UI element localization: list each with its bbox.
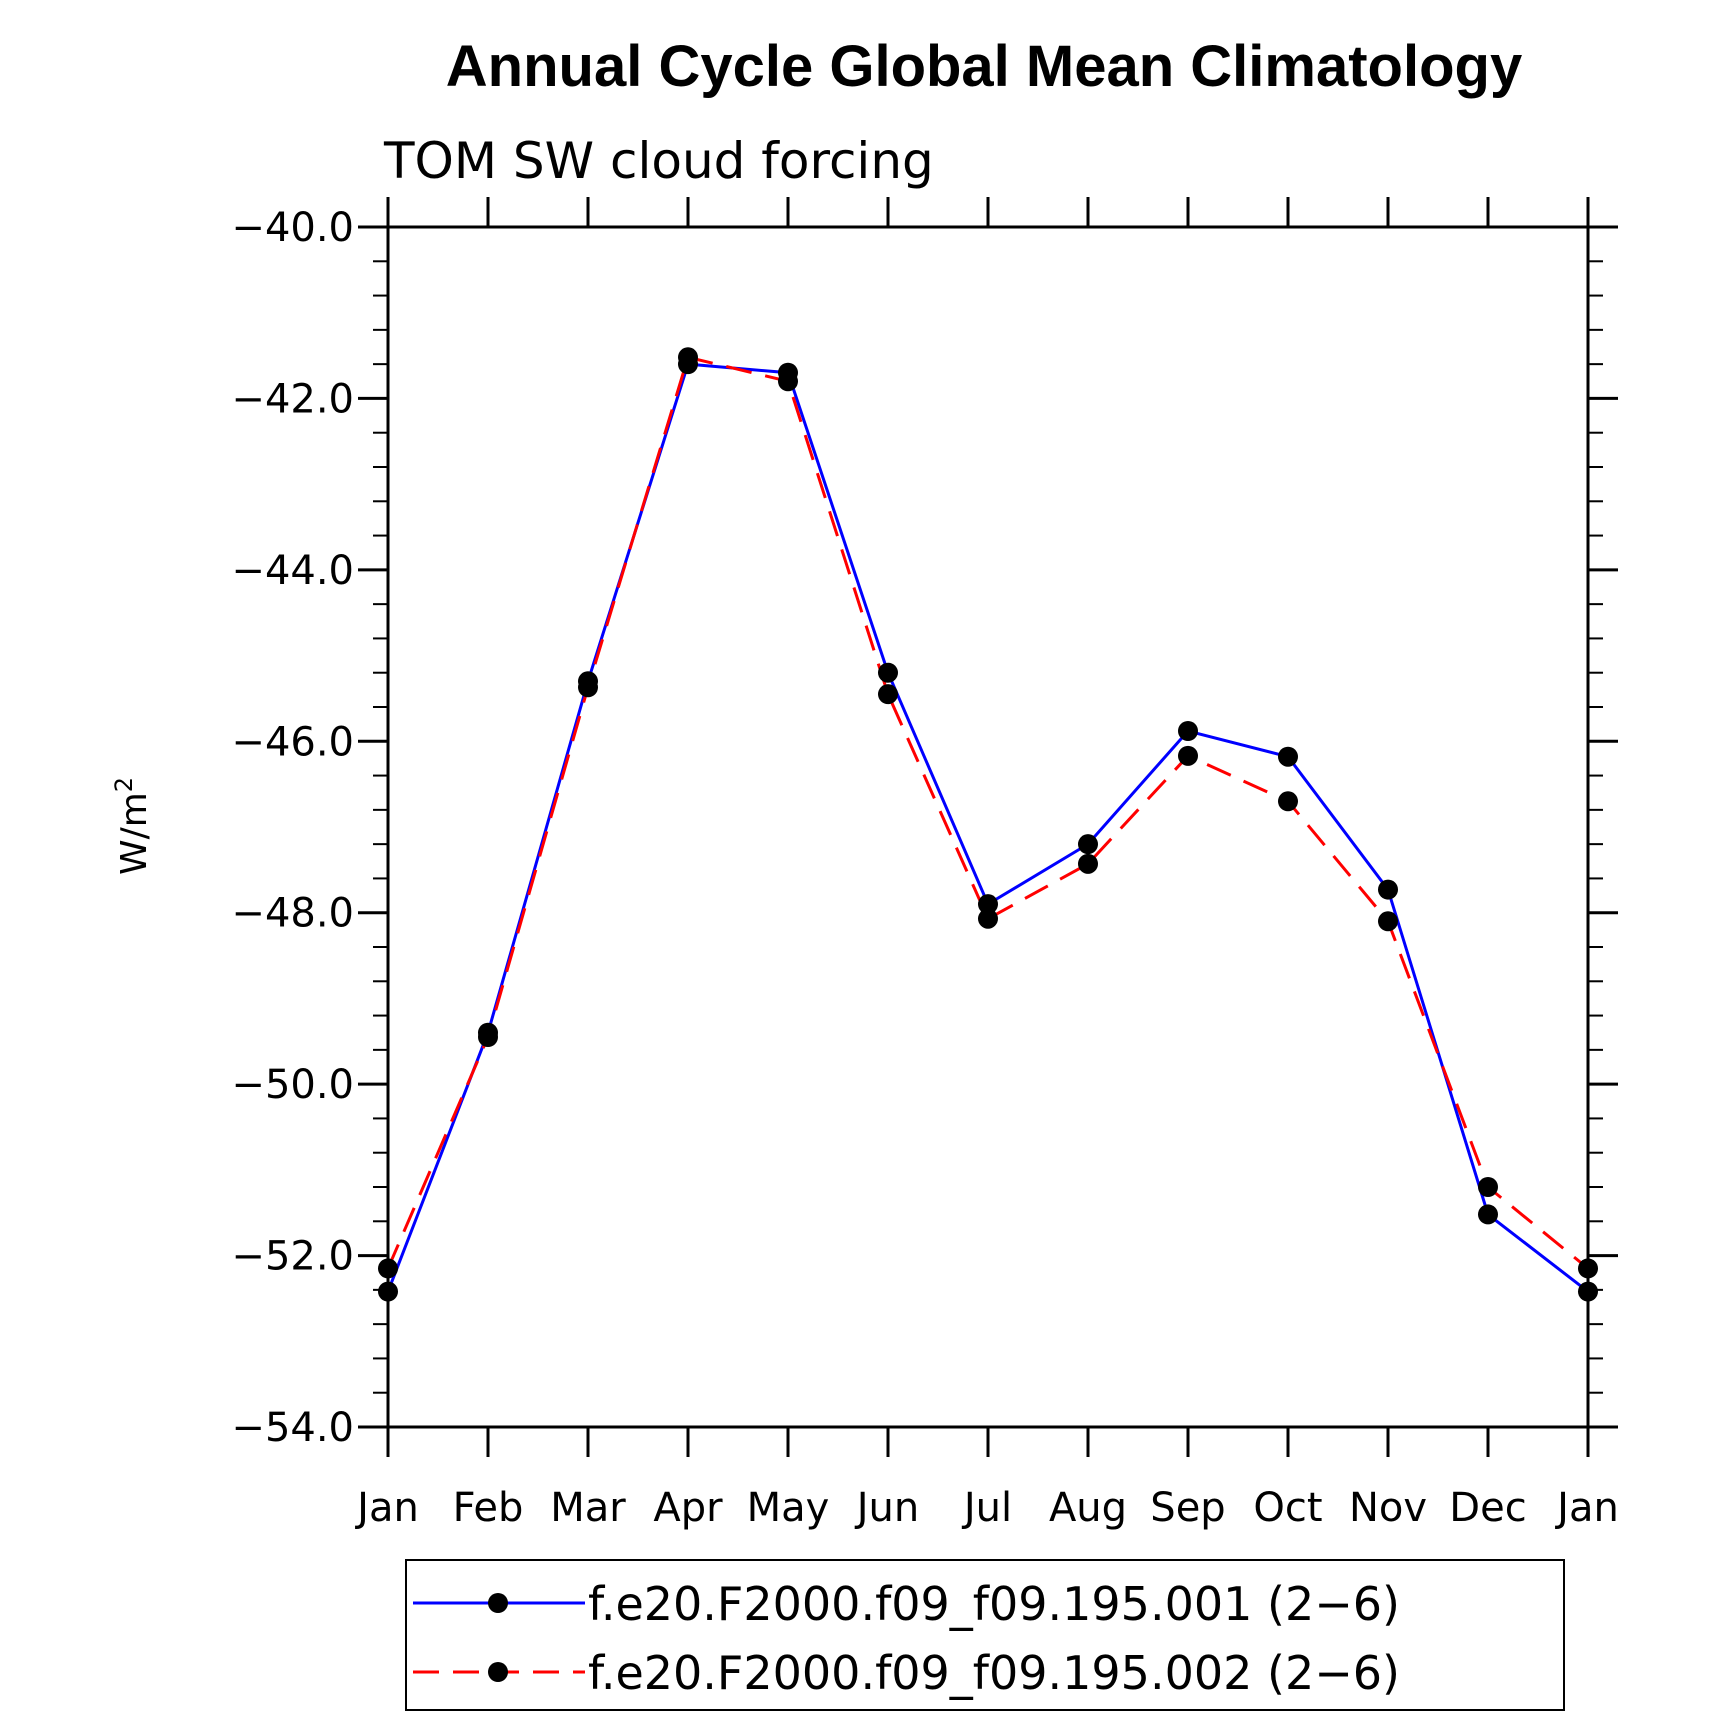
x-tick-label: Jul <box>961 1485 1012 1531</box>
x-tick-label: Nov <box>1349 1485 1427 1531</box>
data-point-series-2 <box>1278 791 1298 812</box>
legend: f.e20.F2000.f09_f09.195.001 (2−6) f.e20.… <box>405 1559 1565 1711</box>
plot-frame <box>386 225 1590 1429</box>
x-tick-label: Sep <box>1150 1485 1225 1531</box>
x-tick-label: Feb <box>453 1485 524 1531</box>
data-point-series-1 <box>1578 1281 1598 1302</box>
data-point-series-2 <box>978 908 998 929</box>
data-point-series-2 <box>478 1027 498 1047</box>
data-point-series-2 <box>878 684 898 705</box>
data-point-series-1 <box>878 662 898 683</box>
x-tick-label: Jan <box>1554 1485 1619 1531</box>
data-point-series-1 <box>1078 834 1098 855</box>
data-point-series-2 <box>578 677 598 698</box>
x-tick-label: Oct <box>1253 1485 1322 1531</box>
data-point-series-1 <box>978 894 998 915</box>
legend-marker-series-1 <box>488 1593 508 1613</box>
y-tick-label: −40.0 <box>231 205 354 251</box>
data-point-series-1 <box>378 1281 398 1302</box>
chart-subtitle: TOM SW cloud forcing <box>383 132 934 190</box>
x-tick-label: Apr <box>653 1485 723 1531</box>
chart-title: Annual Cycle Global Mean Climatology <box>446 34 1522 99</box>
legend-marker-series-2 <box>488 1662 508 1682</box>
data-point-series-2 <box>1478 1177 1498 1197</box>
y-tick-label: −46.0 <box>231 719 354 765</box>
data-point-series-2 <box>1378 911 1398 932</box>
legend-label-series-2: f.e20.F2000.f09_f09.195.002 (2−6) <box>588 1646 1400 1700</box>
x-tick-label: Mar <box>550 1485 626 1531</box>
x-tick-label: Dec <box>1449 1485 1526 1531</box>
legend-box <box>405 1559 1565 1711</box>
x-tick-label: Jan <box>354 1485 419 1531</box>
y-tick-labels: −40.0 −42.0 −44.0 −46.0 −48.0 −50.0 −52.0 −54.0 <box>231 205 354 1451</box>
axis-ticks <box>358 197 1618 1457</box>
svg-text:W/m2: W/m2 <box>110 777 155 875</box>
plot-area-border <box>386 225 1590 1429</box>
data-point-series-2 <box>1578 1258 1598 1279</box>
series-line-1 <box>386 362 1589 1293</box>
x-tick-label: Aug <box>1049 1485 1127 1531</box>
y-axis-label: W/m2 <box>110 777 155 875</box>
data-point-series-2 <box>1078 853 1098 874</box>
x-tick-label: May <box>747 1485 830 1531</box>
y-tick-label: −52.0 <box>231 1234 354 1280</box>
y-axis-label-text: W/m <box>114 792 155 875</box>
data-point-series-2 <box>378 1258 398 1279</box>
y-tick-label: −48.0 <box>231 891 354 937</box>
x-tick-label: Jun <box>854 1485 920 1531</box>
series-points <box>378 347 1598 1302</box>
y-tick-label: −42.0 <box>231 376 354 422</box>
x-tick-labels: Jan Feb Mar Apr May Jun Jul Aug Sep Oct Nov Dec Jan <box>354 1485 1619 1531</box>
data-point-series-1 <box>1478 1204 1498 1225</box>
series-line-2 <box>386 355 1589 1270</box>
data-point-series-2 <box>1178 745 1198 766</box>
data-point-series-2 <box>678 347 698 368</box>
legend-label-series-1: f.e20.F2000.f09_f09.195.001 (2−6) <box>588 1577 1400 1631</box>
y-axis-label-superscript: 2 <box>110 777 138 792</box>
data-point-series-1 <box>1378 879 1398 900</box>
data-point-series-1 <box>1178 721 1198 741</box>
data-point-series-2 <box>778 371 798 392</box>
series-lines <box>386 355 1589 1293</box>
y-tick-label: −50.0 <box>231 1062 354 1108</box>
data-point-series-1 <box>1278 746 1298 767</box>
y-tick-label: −44.0 <box>231 548 354 594</box>
y-tick-label: −54.0 <box>231 1405 354 1451</box>
